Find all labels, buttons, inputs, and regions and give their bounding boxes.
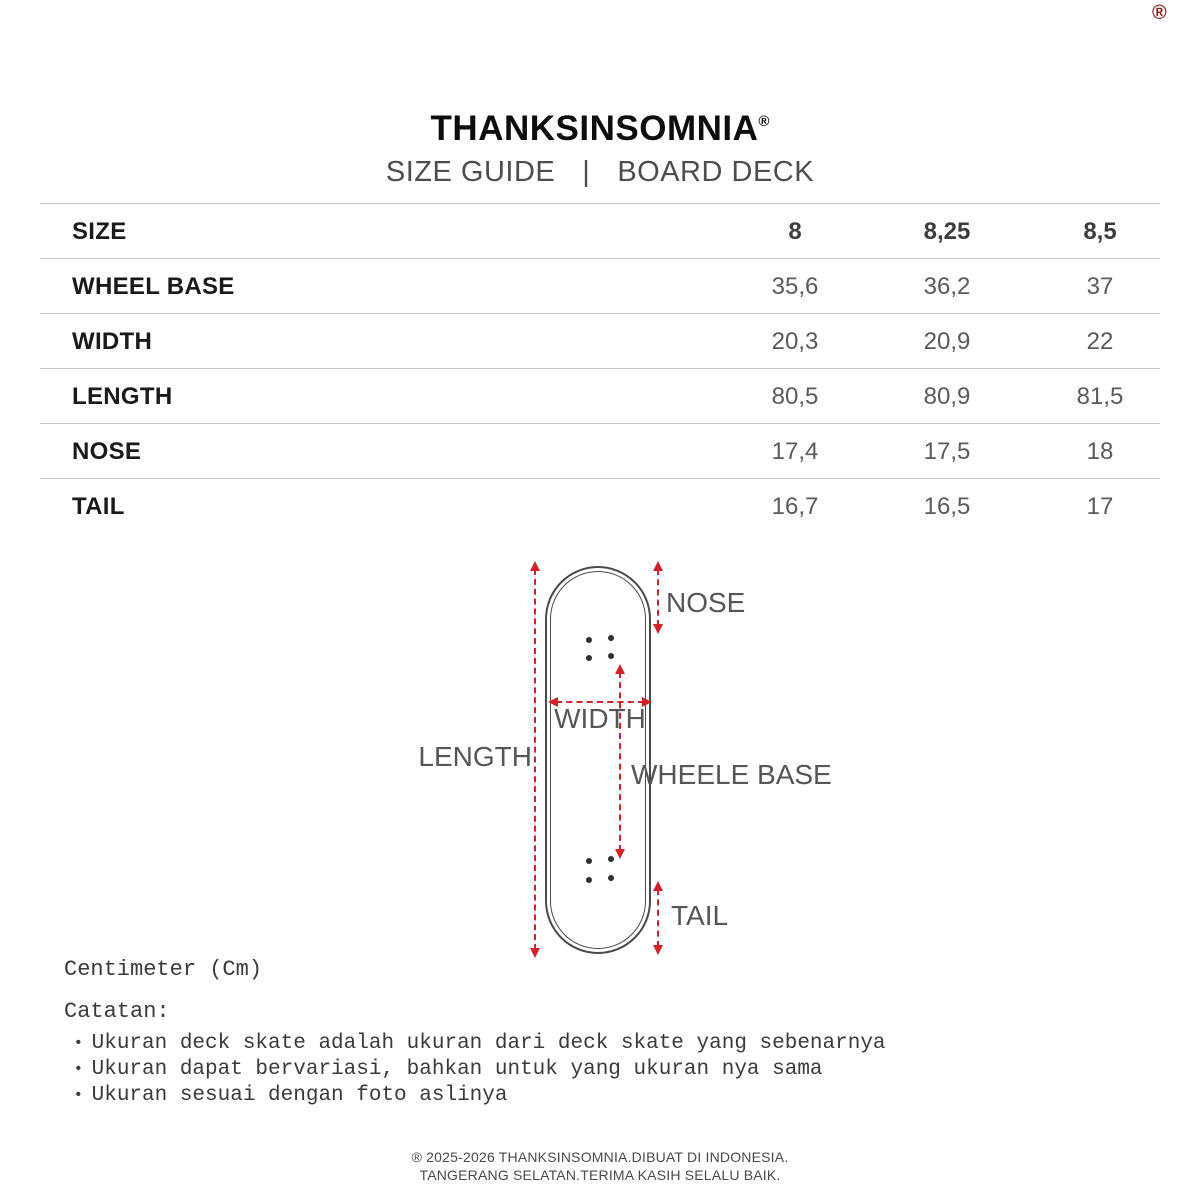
tail-dimension-arrow <box>652 881 664 955</box>
diagram-label-length: LENGTH <box>418 741 532 772</box>
bullet-icon: • <box>73 1035 84 1053</box>
dashed-line <box>619 672 621 851</box>
table-row-width: WIDTH 20,3 20,9 22 <box>40 313 1160 368</box>
dashed-line <box>534 569 536 950</box>
subtitle-size-guide: SIZE GUIDE <box>385 156 556 188</box>
arrowhead-down-icon <box>653 624 663 634</box>
footer: ® 2025-2026 THANKSINSOMNIA.DIBUAT DI IND… <box>0 1148 1200 1184</box>
cell-value: 17,4 <box>771 438 819 465</box>
cell-value: 8,25 <box>923 218 971 245</box>
dashed-line <box>556 701 644 703</box>
row-label: WHEEL BASE <box>72 273 235 300</box>
mounting-hole-dot <box>608 653 614 659</box>
diagram-label-nose: NOSE <box>666 587 746 618</box>
cell-value: 22 <box>1086 328 1114 355</box>
note-item: • Ukuran sesuai dengan foto aslinya <box>64 1083 886 1109</box>
subtitle-divider: | <box>582 156 591 188</box>
cell-value: 80,9 <box>923 383 971 410</box>
width-dimension-arrow <box>548 696 652 708</box>
row-label: SIZE <box>72 218 127 245</box>
arrowhead-up-icon <box>530 561 540 571</box>
table-row-length: LENGTH 80,5 80,9 81,5 <box>40 368 1160 423</box>
cell-value: 80,5 <box>771 383 819 410</box>
arrowhead-right-icon <box>642 697 652 707</box>
cell-value: 36,2 <box>923 273 971 300</box>
bullet-icon: • <box>73 1087 84 1105</box>
cell-value: 18 <box>1086 438 1114 465</box>
mounting-hole-dot <box>586 655 592 661</box>
cell-value: 81,5 <box>1076 383 1124 410</box>
header: THANKSINSOMNIA® SIZE GUIDE | BOARD DECK <box>0 103 1200 189</box>
table-row-tail: TAIL 16,7 16,5 17 <box>40 478 1160 533</box>
dashed-line <box>657 889 659 947</box>
corner-registered-mark: ® <box>1152 2 1167 24</box>
note-item: • Ukuran deck skate adalah ukuran dari de… <box>64 1031 886 1057</box>
note-text: Ukuran deck skate adalah ukuran dari dec… <box>91 1032 886 1055</box>
table-row-size: SIZE 8 8,25 8,5 <box>40 203 1160 258</box>
diagram-label-width: WIDTH <box>554 703 646 734</box>
cell-value: 16,7 <box>771 493 819 520</box>
registered-trademark-mark: ® <box>758 113 770 130</box>
row-label: TAIL <box>72 493 125 520</box>
table-row-wheel-base: WHEEL BASE 35,6 36,2 37 <box>40 258 1160 313</box>
note-text: Ukuran dapat bervariasi, bahkan untuk ya… <box>91 1058 823 1081</box>
row-label: LENGTH <box>72 383 173 410</box>
size-table: SIZE 8 8,25 8,5 WHEEL BASE 35,6 36,2 37 … <box>40 203 1160 533</box>
footer-line-1: ® 2025-2026 THANKSINSOMNIA.DIBUAT DI IND… <box>411 1149 789 1165</box>
arrowhead-up-icon <box>615 664 625 674</box>
cell-value: 8 <box>788 218 802 245</box>
note-text: Ukuran sesuai dengan foto aslinya <box>91 1084 508 1107</box>
cell-value: 35,6 <box>771 273 819 300</box>
cell-value: 17,5 <box>923 438 971 465</box>
nose-dimension-arrow <box>652 561 664 634</box>
cell-value: 37 <box>1086 273 1114 300</box>
note-item: • Ukuran dapat bervariasi, bahkan untuk y… <box>64 1057 886 1083</box>
arrowhead-down-icon <box>615 849 625 859</box>
subtitle-board-deck: BOARD DECK <box>617 156 815 188</box>
arrowhead-down-icon <box>653 945 663 955</box>
cell-value: 20,9 <box>923 328 971 355</box>
arrowhead-up-icon <box>653 881 663 891</box>
length-dimension-arrow <box>529 561 541 958</box>
bullet-icon: • <box>73 1061 84 1079</box>
skateboard-deck-outline <box>545 566 651 954</box>
arrowhead-left-icon <box>548 697 558 707</box>
row-label: NOSE <box>72 438 142 465</box>
dashed-line <box>657 569 659 626</box>
wheelbase-dimension-arrow <box>614 664 626 859</box>
arrowhead-down-icon <box>530 948 540 958</box>
unit-note: Centimeter (Cm) <box>64 957 263 982</box>
diagram-label-tail: TAIL <box>671 900 729 931</box>
mounting-hole-dot <box>586 858 592 864</box>
cell-value: 8,5 <box>1083 218 1117 245</box>
mounting-hole-dot <box>608 875 614 881</box>
row-label: WIDTH <box>72 328 153 355</box>
notes-heading: Catatan: <box>64 999 170 1024</box>
cell-value: 16,5 <box>923 493 971 520</box>
mounting-hole-dot <box>608 635 614 641</box>
brand-title: THANKSINSOMNIA® <box>0 103 1200 148</box>
mounting-hole-dot <box>586 877 592 883</box>
diagram-label-wheel-base: WHEELE BASE <box>631 759 832 790</box>
mounting-hole-dot <box>608 856 614 862</box>
cell-value: 20,3 <box>771 328 819 355</box>
deck-inner-line <box>550 571 646 949</box>
arrowhead-up-icon <box>653 561 663 571</box>
notes-section: Centimeter (Cm) Catatan: • Ukuran deck sk… <box>64 957 886 1109</box>
page-subtitle: SIZE GUIDE | BOARD DECK <box>0 155 1200 189</box>
table-row-nose: NOSE 17,4 17,5 18 <box>40 423 1160 478</box>
cell-value: 17 <box>1086 493 1114 520</box>
brand-name: THANKSINSOMNIA <box>430 109 759 148</box>
footer-line-2: TANGERANG SELATAN.TERIMA KASIH SELALU BA… <box>419 1167 781 1183</box>
mounting-hole-dot <box>586 637 592 643</box>
